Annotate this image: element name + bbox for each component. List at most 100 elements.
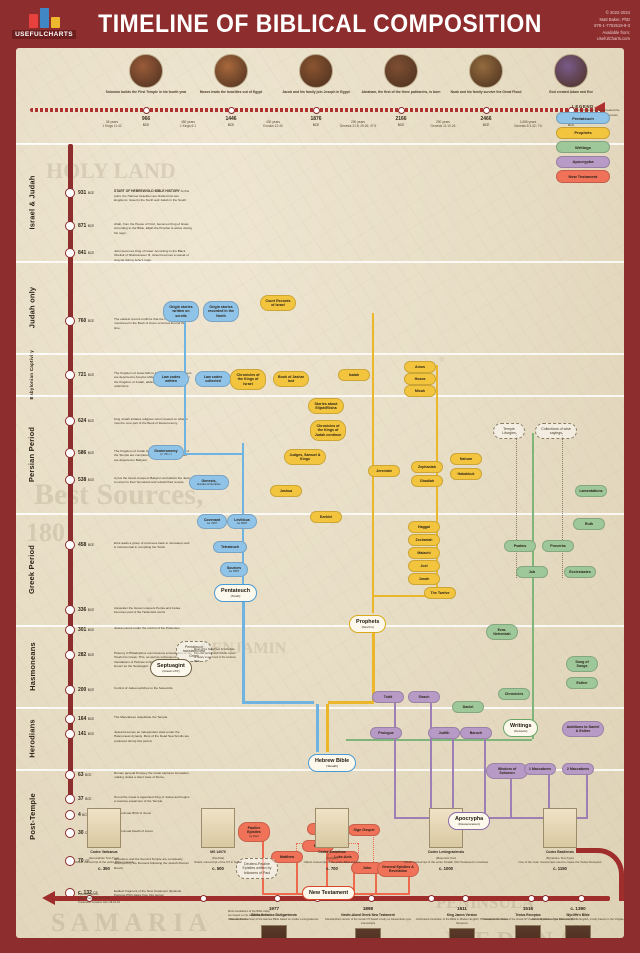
apocrypha-node-wisdom-of-solomon[interactable]: Wisdom of Solomon <box>486 763 528 780</box>
collection-apocrypha[interactable]: Apocrypha (Deuterocanon) <box>448 812 491 830</box>
timeline-event-body: The Kingdom of Israel falls to Assyria. … <box>114 371 192 389</box>
prophet-node-ezekiel[interactable]: Ezekiel <box>310 511 342 523</box>
prophet-node-micah[interactable]: Micah <box>404 385 436 397</box>
writings-node-ezra-nehemiah[interactable]: Ezra-Nehemiah <box>486 624 518 641</box>
timeline-event-dot <box>65 448 75 458</box>
prophet-node-joshua[interactable]: Joshua <box>270 485 302 497</box>
manuscript-year: c. 500 <box>212 865 224 871</box>
side-node-origin-stories-recorded-in-the-north[interactable]: Origin stories recorded in the North <box>203 301 239 323</box>
side-node-origin-stories-written-on-scrolls[interactable]: Origin stories written on scrolls <box>163 301 199 323</box>
timeline-event-date: 458 BCE <box>78 542 95 548</box>
connector-line <box>516 433 517 578</box>
antiquity-event: Abraham, the first of the three patriarc… <box>358 54 444 95</box>
writings-node-ruth[interactable]: Ruth <box>573 518 605 530</box>
collection-prophets[interactable]: Prophets (Nevi'im) <box>349 615 387 633</box>
timeline-event-body: The earliest record confirms that the ma… <box>114 317 189 330</box>
nt-node-luke-acts[interactable]: Luke-Acts <box>327 851 359 863</box>
writings-node-song-of-songs[interactable]: Song of Songs <box>566 656 598 673</box>
period-label-herodians: Herodians <box>16 707 48 769</box>
nt-node-general-epistles-revelation[interactable]: General Epistles & Revelation <box>377 861 419 878</box>
collection-hebrew-bible[interactable]: Hebrew Bible (Tanakh) <box>308 754 357 772</box>
antiquity-event: Moses leads the Israelites out of Egypt <box>188 54 274 95</box>
timeline-event-date: 200 BCE <box>78 687 95 693</box>
writings-node-psalms[interactable]: Psalms <box>504 540 536 552</box>
writings-node-proverbs[interactable]: Proverbs <box>542 540 574 552</box>
prophet-node-nahum[interactable]: Nahum <box>450 453 482 465</box>
prophet-node-hosea[interactable]: Hosea <box>404 373 436 385</box>
pentateuch-node-leviticus[interactable]: Leviticus ca. 500? <box>227 514 257 530</box>
period-label-hasmoneans: Hasmoneans <box>16 625 48 707</box>
collection-new-testament[interactable]: New Testament <box>302 886 356 900</box>
timeline-event-dot <box>65 729 75 739</box>
prophet-node-haggai[interactable]: Haggai <box>408 521 440 533</box>
side-node-septuagint[interactable]: Septuagint (Greek LXX) <box>150 659 192 677</box>
prophet-node-jonah[interactable]: Jonah <box>408 573 440 585</box>
prophet-node-joel[interactable]: Joel <box>408 560 440 572</box>
period-label-text: Judah only <box>27 286 37 329</box>
pentateuch-node-deuteronomy[interactable]: Deuteronomy (c. 7th c.) <box>148 445 184 461</box>
antiquity-event-image <box>554 54 588 88</box>
side-node-stories-about-elijah-elisha[interactable]: Stories about Elijah/Elisha <box>308 398 344 415</box>
side-node-chronicles-of-the-kings-of-judah-continue[interactable]: Chronicles of the Kings of Judah continu… <box>310 420 346 442</box>
writings-node-job[interactable]: Job <box>516 566 548 578</box>
printed-edition-dot <box>274 895 281 902</box>
antiquity-gap-label: 1,656 years Genesis 5:3-32; 7:6 <box>514 120 542 129</box>
legend-item-prophets: Prophets <box>556 126 610 139</box>
timeline-event-dot <box>65 540 75 550</box>
timeline-event-dot <box>65 248 75 258</box>
timeline-event-body: Judea becomes an independent state under… <box>114 730 190 743</box>
apocrypha-node-additions-to-daniel-esther[interactable]: Additions to Daniel & Esther <box>562 721 604 738</box>
apocrypha-node-1-maccabees[interactable]: 1 Maccabees <box>524 763 556 775</box>
prophet-node-isaiah[interactable]: Isaiah <box>338 369 370 381</box>
writings-node-lamentations[interactable]: Lamentations <box>575 485 607 497</box>
manuscript-desc: (Masoretic Text) Oldest manuscript of th… <box>403 855 489 864</box>
writings-node-chronicles[interactable]: Chronicles <box>498 688 530 700</box>
side-node-court-records-of-israel[interactable]: Court Records of Israel <box>260 295 296 312</box>
side-node-pentateuch-translated-into-greek[interactable]: Pentateuch translated into Greek <box>176 641 212 663</box>
printed-edition-image <box>261 924 287 938</box>
writings-node-ecclesiastes[interactable]: Ecclesiastes <box>564 566 596 578</box>
prophet-node-jeremiah[interactable]: Jeremiah <box>368 465 400 477</box>
logo-bars-icon <box>28 6 60 28</box>
side-node-law-codes-collected[interactable]: Law codes collected <box>195 371 231 388</box>
nt-node-matthew[interactable]: Matthew <box>271 851 303 863</box>
apocrypha-node-tobit[interactable]: Tobit <box>372 691 404 703</box>
prophet-node-the-twelve[interactable]: The Twelve <box>424 587 456 599</box>
pentateuch-node-sources[interactable]: Sources ca. 550? <box>220 562 248 578</box>
writings-node-esther[interactable]: Esther <box>566 677 598 689</box>
printed-edition-item: 1898 Nestle-Aland Greek New Testament Stan… <box>320 906 416 938</box>
prophet-node-amos[interactable]: Amos <box>404 361 436 373</box>
nt-node-deutero-pauline-epistles-written-by-followers-of-paul[interactable]: Deutero-Pauline Epistles written by foll… <box>236 858 278 880</box>
nt-node-pauline-epistles[interactable]: Pauline Epistles by Paul <box>238 822 270 842</box>
manuscript-year: c. 1000 <box>439 865 453 871</box>
period-separator <box>16 261 624 263</box>
side-node-law-codes-written[interactable]: Law codes written <box>153 371 189 388</box>
prophet-node-malachi[interactable]: Malachi <box>408 547 440 559</box>
apocrypha-node-judith[interactable]: Judith <box>428 727 460 739</box>
side-node-book-of-jashar-lost[interactable]: Book of Jashar lost <box>273 371 309 388</box>
side-node-chronicles-of-the-kings-of-israel[interactable]: Chronicles of the Kings of Israel <box>230 369 266 391</box>
writings-node-temple-liturgies[interactable]: Temple Liturgies <box>493 423 525 440</box>
antiquity-event: Noah and his family survive the Great Fl… <box>443 54 529 95</box>
connector-line <box>328 701 374 704</box>
collection-pentateuch[interactable]: Pentateuch (Torah) <box>214 584 258 602</box>
pentateuch-node-genesis[interactable]: Genesis, Exodus & Numbers <box>189 475 229 491</box>
prophet-node-zechariah[interactable]: Zechariah <box>408 534 440 546</box>
writings-node-daniel[interactable]: Daniel <box>452 701 484 713</box>
antiquity-event-date: 1876 BCE <box>310 116 322 127</box>
writings-node-collections-of-wise-sayings[interactable]: Collections of wise sayings <box>535 423 577 440</box>
apocrypha-node-prologue[interactable]: Prologue <box>370 727 402 739</box>
prophet-node-zephaniah[interactable]: Zephaniah <box>411 461 443 473</box>
apocrypha-node-sirach[interactable]: Sirach <box>408 691 440 703</box>
pentateuch-node-tetrateuch[interactable]: Tetrateuch <box>213 541 247 553</box>
prophet-node-habakkuk[interactable]: Habakkuk <box>450 468 482 480</box>
antiquity-event: God created Adam and Eve <box>528 54 614 95</box>
collection-writings[interactable]: Writings (Ketuvim) <box>503 719 539 737</box>
prophet-node-judges-samuel-kings[interactable]: Judges, Samuel & Kings <box>284 449 326 466</box>
prophet-node-obadiah[interactable]: Obadiah <box>411 475 443 487</box>
apocrypha-node-baruch[interactable]: Baruch <box>460 727 492 739</box>
antiquity-timeline: "In the beginning, God created the heave… <box>16 48 624 143</box>
printed-edition-year: 1611 <box>457 906 467 911</box>
pentateuch-node-covenant[interactable]: Covenant ca. 700? <box>197 514 227 530</box>
apocrypha-node-2-maccabees[interactable]: 2 Maccabees <box>562 763 594 775</box>
